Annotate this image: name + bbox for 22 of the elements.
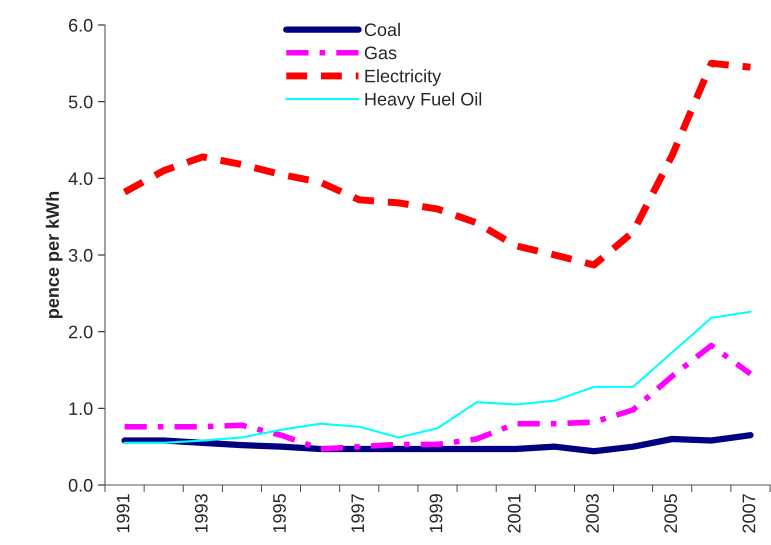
x-tick-label: 2005 <box>664 494 678 533</box>
y-axis-title: pence per kWh <box>46 192 63 318</box>
legend-label: Heavy Fuel Oil <box>365 92 482 110</box>
legend-label: Coal <box>364 22 400 36</box>
legend-label: Gas <box>364 46 396 60</box>
x-tick-label: 1993 <box>194 494 208 532</box>
legend-label: Electricity <box>365 69 442 86</box>
x-tick-label: 1991 <box>116 494 130 532</box>
y-tick-label: 5.0 <box>68 96 92 108</box>
y-tick-label: 1.0 <box>69 402 92 416</box>
x-tick-label: 1997 <box>351 494 364 532</box>
x-tick-label: 2003 <box>586 494 599 533</box>
y-tick-label: 2.0 <box>69 326 92 338</box>
x-tick-label: 2001 <box>508 494 521 533</box>
y-tick-label: 4.0 <box>68 172 92 186</box>
y-tick-label: 3.0 <box>68 248 92 262</box>
line-series <box>124 310 752 444</box>
x-tick-label: 1995 <box>273 494 286 532</box>
x-tick-label: 2007 <box>742 494 756 533</box>
y-tick-label: 0.0 <box>68 478 92 492</box>
x-tick-label: 1999 <box>430 494 442 532</box>
y-tick-label: 6.0 <box>69 18 92 32</box>
